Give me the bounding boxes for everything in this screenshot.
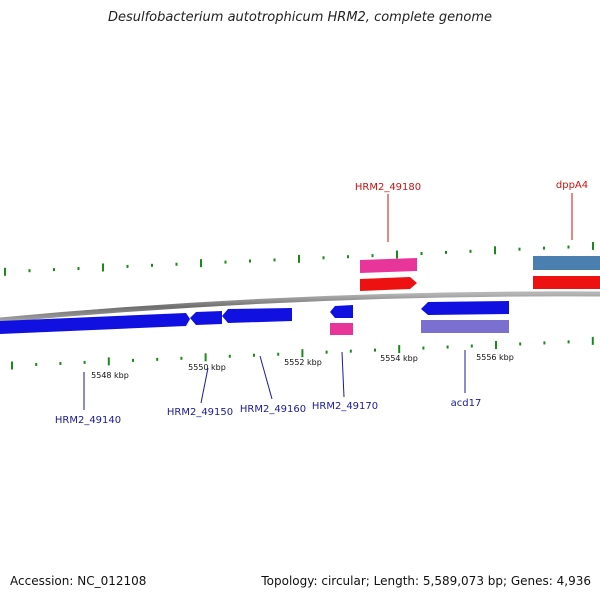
scale-tick-label: 5548 kbp <box>91 371 129 380</box>
gene-HRM2_49170-rna[interactable] <box>330 323 353 335</box>
gene-HRM2_49150[interactable] <box>190 311 222 325</box>
gene-label[interactable]: HRM2_49140 <box>55 415 121 426</box>
lower-tick-track <box>11 336 594 370</box>
gene-HRM2_49180[interactable] <box>360 258 417 273</box>
gene-label[interactable]: HRM2_49150 <box>167 407 233 418</box>
gene-label[interactable]: HRM2_49160 <box>240 404 306 415</box>
gene-callout-line <box>341 351 345 398</box>
upper-tick-track <box>4 241 594 276</box>
scale-labels: 5548 kbp 5550 kbp 5552 kbp 5554 kbp 5556 kbp <box>91 353 514 380</box>
gene-label[interactable]: acd17 <box>451 398 482 409</box>
gene-label[interactable]: HRM2_49170 <box>312 401 378 412</box>
gene-HRM2_49140[interactable] <box>0 313 190 334</box>
gene-dppA4[interactable] <box>533 256 600 270</box>
gene-HRM2_49180-cds[interactable] <box>360 277 417 291</box>
gene-acd17[interactable] <box>421 301 509 315</box>
genome-summary: Topology: circular; Length: 5,589,073 bp… <box>261 574 591 588</box>
scale-tick-label: 5552 kbp <box>284 358 322 367</box>
scale-tick-label: 5554 kbp <box>380 354 418 363</box>
gene-callout-line <box>259 355 273 400</box>
gene-HRM2_49170[interactable] <box>330 305 353 318</box>
gene-HRM2_49160[interactable] <box>222 308 292 323</box>
gene-dppA4-cds[interactable] <box>533 276 600 289</box>
gene-label[interactable]: HRM2_49180 <box>355 182 421 193</box>
gene-callout-line <box>200 367 209 404</box>
map-title: Desulfobacterium autotrophicum HRM2, com… <box>107 10 493 25</box>
gene-acd17-rna[interactable] <box>421 320 509 333</box>
gene-label[interactable]: dppA4 <box>556 180 588 191</box>
scale-tick-label: 5550 kbp <box>188 363 226 372</box>
gene-labels: HRM2_49140 HRM2_49150 HRM2_49160 HRM2_49170… <box>55 180 588 426</box>
genome-backbone <box>0 291 600 323</box>
scale-tick-label: 5556 kbp <box>476 353 514 362</box>
accession-label: Accession: NC_012108 <box>10 574 147 588</box>
